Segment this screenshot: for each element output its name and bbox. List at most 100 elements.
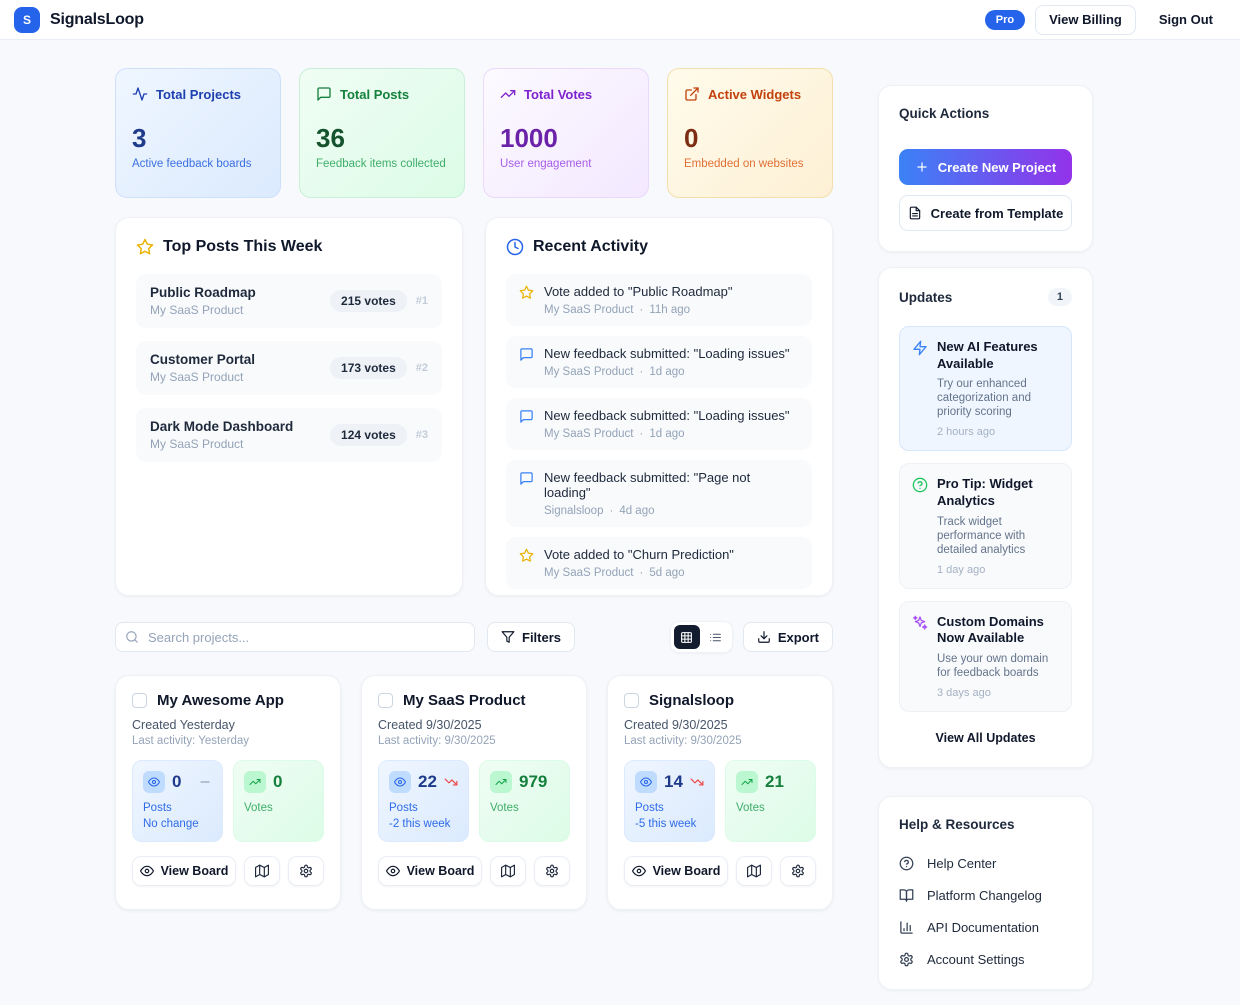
eye-icon [386,864,400,878]
create-new-project-button[interactable]: Create New Project [899,149,1072,185]
activity-row[interactable]: Vote added to "Churn Prediction" My SaaS… [506,537,812,589]
view-all-updates-link[interactable]: View All Updates [935,730,1036,745]
list-view-button[interactable] [703,625,729,649]
gear-icon [299,864,313,878]
activity-project: My SaaS Product [544,366,634,378]
trending-up-icon [490,771,512,793]
eye-icon [632,864,646,878]
stat-value: 0 [684,123,699,153]
project-settings-button[interactable] [780,856,816,886]
activity-time: 4d ago [619,505,655,517]
panel-title: Quick Actions [899,106,990,121]
post-project: My SaaS Product [150,303,244,317]
view-billing-button[interactable]: View Billing [1035,4,1136,35]
view-board-button[interactable]: View Board [624,856,728,886]
account-settings-link[interactable]: Account Settings [899,952,1072,967]
panel-title: Help & Resources [899,816,1015,832]
stat-caption: Active feedback boards [132,158,252,170]
votes-stat: 0 Votes [233,760,324,842]
project-last-activity: Last activity: 9/30/2025 [624,735,742,747]
votes-count: 979 [519,772,548,791]
top-post-row[interactable]: Public Roadmap My SaaS Product 215 votes… [136,274,442,328]
update-description: Use your own domain for feedback boards [937,652,1049,679]
update-time: 3 days ago [937,686,991,699]
roadmap-button[interactable] [736,856,772,886]
stat-card-active-widgets: Active Widgets 0 Embedded on websites [667,68,833,198]
plus-icon [915,160,929,174]
votes-count: 21 [765,772,784,791]
update-card[interactable]: Pro Tip: Widget Analytics Track widget p… [899,463,1072,589]
create-from-template-button[interactable]: Create from Template [899,195,1072,231]
top-post-row[interactable]: Customer Portal My SaaS Product 173 vote… [136,341,442,395]
activity-project: My SaaS Product [544,304,634,316]
update-title: New AI Features Available [937,339,1038,371]
roadmap-button[interactable] [490,856,526,886]
activity-text: New feedback submitted: "Loading issues" [544,346,790,361]
help-link-label: API Documentation [927,919,1040,935]
filters-button[interactable]: Filters [487,622,576,652]
view-board-button[interactable]: View Board [132,856,236,886]
eye-icon [143,771,165,793]
minus-icon [198,775,212,789]
activity-time: 11h ago [649,304,691,316]
activity-row[interactable]: New feedback submitted: "Page not loadin… [506,460,812,527]
project-card: My SaaS Product Created 9/30/2025 Last a… [361,675,587,910]
panel-title: Top Posts This Week [163,238,323,255]
posts-change: -5 this week [635,818,697,830]
plan-badge: Pro [984,9,1026,30]
separator: · [639,567,644,579]
view-toggle [669,621,733,653]
view-board-button[interactable]: View Board [378,856,482,886]
export-label: Export [777,629,819,645]
panel-title: Updates [899,289,953,305]
project-settings-button[interactable] [534,856,570,886]
recent-activity-panel: Recent Activity Vote added to "Public Ro… [485,217,833,596]
trending-up-icon [244,771,266,793]
roadmap-button[interactable] [244,856,280,886]
activity-text: New feedback submitted: "Loading issues" [544,408,790,423]
help-circle-icon [912,477,928,493]
grid-view-button[interactable] [673,625,700,649]
project-last-activity: Last activity: Yesterday [132,735,249,747]
activity-time: 1d ago [649,428,685,440]
top-post-row[interactable]: Dark Mode Dashboard My SaaS Product 124 … [136,408,442,462]
star-icon [519,548,534,563]
project-checkbox[interactable] [132,693,147,708]
post-project: My SaaS Product [150,437,244,451]
activity-row[interactable]: Vote added to "Public Roadmap" My SaaS P… [506,274,812,326]
sign-out-button[interactable]: Sign Out [1146,5,1226,35]
activity-row[interactable]: New feedback submitted: "Loading issues"… [506,398,812,450]
separator: · [639,366,644,378]
activity-row[interactable]: New feedback submitted: "Loading issues"… [506,336,812,388]
platform-changelog-link[interactable]: Platform Changelog [899,888,1072,903]
gear-icon [545,864,559,878]
post-title: Customer Portal [150,352,256,367]
votes-badge: 173 votes [330,357,407,379]
api-documentation-link[interactable]: API Documentation [899,920,1072,935]
update-card[interactable]: Custom Domains Now Available Use your ow… [899,600,1072,712]
project-checkbox[interactable] [378,693,393,708]
update-time: 1 day ago [937,563,986,576]
votes-badge: 215 votes [330,290,407,312]
stat-value: 36 [316,123,345,153]
rank-label: #2 [415,362,428,374]
map-icon [747,864,761,878]
posts-stat: 0 Posts No change [132,760,223,842]
project-checkbox[interactable] [624,693,639,708]
filters-label: Filters [522,629,562,645]
activity-text: Vote added to "Churn Prediction" [544,547,734,562]
export-button[interactable]: Export [742,622,833,652]
posts-change: -2 this week [389,818,451,830]
activity-time: 1d ago [649,366,685,378]
eye-icon [389,771,411,793]
search-input[interactable] [115,622,475,652]
book-open-icon [899,888,914,903]
posts-label: Posts [389,802,418,814]
update-card[interactable]: New AI Features Available Try our enhanc… [899,326,1072,452]
posts-count: 14 [664,772,683,791]
stat-card-total-votes: Total Votes 1000 User engagement [483,68,649,198]
project-settings-button[interactable] [288,856,324,886]
help-resources-panel: Help & Resources Help Center Platform Ch… [878,795,1093,990]
eye-icon [140,864,154,878]
help-center-link[interactable]: Help Center [899,856,1072,871]
